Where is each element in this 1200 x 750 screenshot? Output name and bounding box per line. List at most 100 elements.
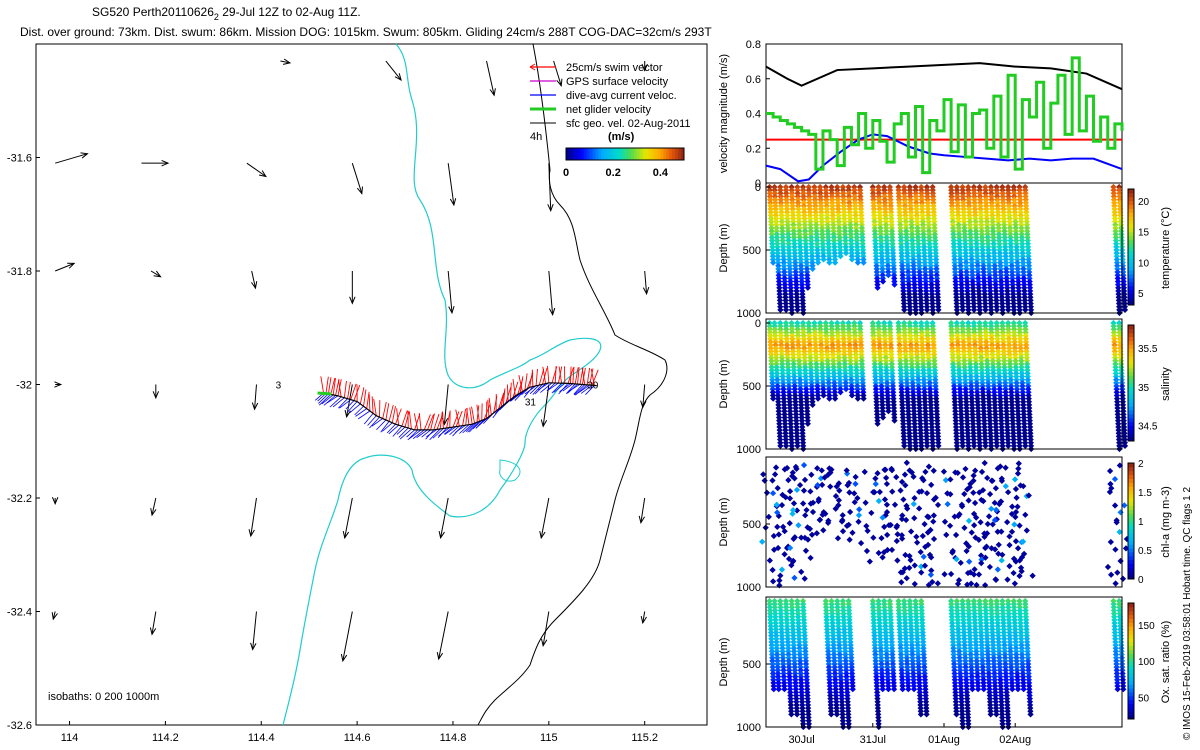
map-colorbar-title: (m/s) [608,131,635,143]
map-xtick-label: 114.4 [248,732,275,744]
chl-panel-point [1006,563,1013,570]
dac-vector [371,418,383,427]
geo-vector [52,611,56,620]
chl-panel-point [763,489,771,496]
depth-ytick-label: 500 [743,381,761,393]
dac-vector [345,400,355,410]
colorbar-swatch [1128,325,1134,330]
chl-panel-point [852,480,859,488]
swim-vector [572,366,575,384]
chl-panel-point [839,528,847,535]
map-colorbar-swatch [651,148,655,160]
colorbar-swatch [1128,410,1134,415]
geo-vector-head [282,58,292,65]
chl-panel-point [834,535,842,542]
map-colorbar-swatch [566,148,570,160]
chl-panel-point [1012,538,1020,545]
map-colorbar-swatch [678,148,682,160]
chl-panel-point [759,538,766,545]
colorbar-swatch [1128,551,1134,557]
vel-ytick-label: 0 [755,178,761,190]
colorbar-swatch [1128,243,1134,248]
colorbar-swatch [1128,521,1134,526]
chl-panel-point [774,523,781,530]
chl-panel-point [918,569,925,576]
map-colorbar-swatch [610,148,614,160]
chl-panel-point [1117,509,1124,516]
dac-vector [392,425,403,437]
colorbar-swatch [1128,266,1134,271]
swim-vector [363,389,367,407]
dac-vector [426,429,438,437]
colorbar-tick: 10 [1138,258,1150,269]
colorbar-tick: 1 [1138,517,1144,528]
chl-panel-point [1004,518,1011,526]
dac-vector [332,397,345,408]
title-main: SG520 Perth20110626 [92,5,214,19]
colorbar-swatch [1128,555,1134,561]
map-colorbar-swatch [589,148,594,160]
chl-panel-point [941,518,949,525]
title-rest: 29-Jul 12Z to 02-Aug 11Z. [219,5,361,19]
chl-panel-point [971,522,978,529]
swim-vector [547,365,550,383]
chl-panel-point [872,480,879,488]
colorbar-tick: 20 [1138,197,1150,208]
swim-vector [423,414,431,431]
chl-panel-point [1006,541,1013,549]
colorbar-swatch [1128,227,1134,233]
dac-vector [432,428,444,439]
swim-vector [388,404,394,422]
geo-vector-head [161,159,170,167]
chl-panel-point [846,536,853,543]
chl-panel-point [922,468,929,475]
dac-vector [396,426,406,435]
chl-panel-point [1117,557,1124,565]
colorbar-swatch [1128,482,1134,487]
chl-panel-point [771,471,779,478]
swim-vector [320,376,325,394]
chl-panel-point [1015,460,1022,467]
dac-vector [367,415,377,426]
chl-panel-point [941,571,948,578]
swim-vector [577,367,580,385]
legend-item-net: net glider velocity [530,104,651,116]
chl-panel-point [962,465,969,473]
colorbar-swatch [1128,470,1134,476]
swim-vector [462,408,467,426]
swim-vector [391,406,396,423]
dac-vector [329,396,342,408]
chl-panel-point [1004,576,1011,583]
chl-panel-point [992,485,999,492]
chl-panel-point [944,501,951,508]
geo-vector-head [349,296,356,305]
chl-panel-point [1009,503,1016,510]
chl-panel-point [766,557,773,564]
chl-panel-point [884,531,891,539]
dac-vector [538,382,550,391]
colorbar-label: chl-a (mg m-3) [1160,486,1172,558]
chl-panel-point [778,501,786,509]
geo-vector [344,497,353,538]
chl-panel-point [1014,545,1022,552]
swim-vector [366,391,370,409]
geo-vector [443,384,449,425]
colorbar-swatch [1128,540,1134,545]
colorbar-swatch [1128,348,1134,353]
map-colorbar-tick: 0.2 [606,167,621,179]
geo-vector-head [54,381,63,388]
dac-vector [388,424,399,435]
swim-vector [371,396,374,414]
swim-vector [404,410,410,428]
colorbar-tick: 35.5 [1138,344,1158,355]
map-colorbar-swatch [657,148,661,160]
chl-panel-point [930,512,937,519]
chl-panel-point [998,557,1005,564]
map-colorbar-swatch [613,148,617,160]
colorbar-swatch [1128,332,1134,338]
chl-panel-point [946,522,954,529]
dac-vector [444,426,454,435]
coast-line [477,43,668,726]
